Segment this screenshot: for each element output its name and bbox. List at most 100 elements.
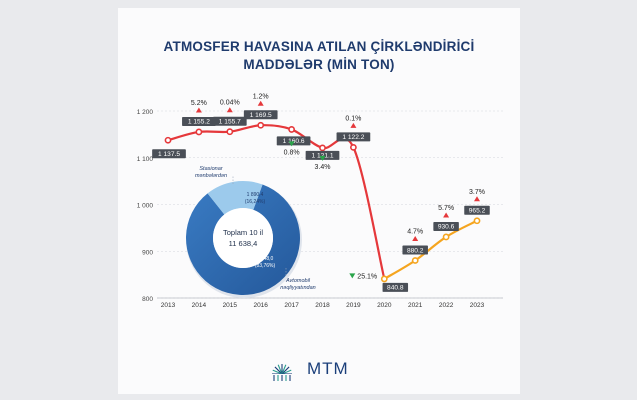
change-label: 0.04% bbox=[220, 100, 240, 107]
donut-slice-avtomobil bbox=[185, 184, 301, 295]
chart-title-line1: ATMOSFER HAVASINA ATILAN ÇİRKLƏNDİRİCİ bbox=[163, 39, 475, 54]
up-arrow-icon bbox=[474, 196, 480, 202]
y-tick-label: 800 bbox=[142, 296, 153, 303]
logo-ray bbox=[274, 366, 283, 375]
value-label: 880.2 bbox=[407, 247, 424, 254]
stasionar-label-line2: mənbələrdən bbox=[195, 173, 227, 179]
value-label: 1 122.2 bbox=[342, 134, 364, 141]
avtomobil-label-line1: Avtomobil bbox=[285, 278, 311, 284]
stasionar-share-label: (16,24%) bbox=[245, 199, 266, 205]
up-arrow-icon bbox=[443, 212, 450, 218]
donut-chart: Toplam 10 il 11 638,4 1 890,4(16,24%) 9 748… bbox=[185, 166, 316, 298]
data-point bbox=[257, 121, 265, 129]
logo-ray bbox=[281, 366, 290, 375]
data-point bbox=[164, 136, 172, 144]
donut-center-label: Toplam 10 il bbox=[223, 228, 263, 237]
up-arrow-icon bbox=[226, 107, 233, 113]
change-label: 3.7% bbox=[469, 189, 485, 196]
data-points bbox=[164, 121, 481, 283]
value-label: 1 155.7 bbox=[219, 119, 241, 126]
data-point bbox=[195, 128, 203, 136]
chart-title: ATMOSFER HAVASINA ATILAN ÇİRKLƏNDİRİCİ M… bbox=[118, 38, 520, 74]
logo-ray bbox=[272, 369, 283, 375]
avtomobil-label-line2: nəqliyyatından bbox=[280, 285, 315, 291]
change-label: 0.1% bbox=[345, 115, 361, 122]
x-tick-label: 2021 bbox=[408, 302, 423, 309]
change-label: 0.8% bbox=[284, 149, 300, 156]
down-arrow-icon bbox=[349, 273, 356, 279]
donut-hole bbox=[213, 208, 273, 268]
logo-ray bbox=[281, 369, 292, 375]
y-tick-label: 1 100 bbox=[137, 156, 154, 163]
x-tick-label: 2019 bbox=[346, 302, 361, 309]
up-arrow-icon bbox=[195, 107, 202, 113]
up-arrow-icon bbox=[257, 100, 264, 106]
mtm-logo-icon bbox=[272, 364, 292, 382]
value-label: 965.2 bbox=[469, 208, 486, 215]
value-label-box bbox=[433, 221, 459, 231]
data-point bbox=[380, 275, 388, 283]
x-tick-label: 2013 bbox=[161, 302, 176, 309]
series-line-2013-2020 bbox=[166, 124, 386, 281]
donut-center-value: 11 638,4 bbox=[229, 239, 258, 248]
change-label: 4.7% bbox=[407, 229, 423, 236]
change-label: 3.4% bbox=[315, 164, 331, 171]
data-point bbox=[473, 217, 481, 225]
value-label-box bbox=[464, 205, 490, 215]
x-tick-label: 2015 bbox=[223, 302, 238, 309]
x-tick-label: 2018 bbox=[315, 302, 330, 309]
up-arrow-icon bbox=[412, 236, 419, 242]
value-label-box bbox=[305, 150, 340, 160]
value-label-box bbox=[276, 136, 311, 146]
x-tick-label: 2023 bbox=[470, 302, 485, 309]
value-label-box bbox=[182, 116, 216, 126]
down-arrow-icon bbox=[288, 141, 295, 147]
chart-title-line2: MADDƏLƏR (MİN TON) bbox=[243, 57, 395, 72]
x-tick-label: 2020 bbox=[377, 302, 392, 309]
card-background bbox=[118, 8, 520, 394]
value-label: 1 169.5 bbox=[250, 112, 272, 119]
value-label-box bbox=[382, 282, 409, 292]
change-label: 5.7% bbox=[438, 205, 454, 212]
value-label-box bbox=[212, 116, 247, 126]
data-point bbox=[319, 144, 326, 152]
series-line-2020-2023 bbox=[383, 219, 479, 281]
data-point bbox=[411, 257, 419, 264]
change-label: 1.2% bbox=[253, 93, 269, 100]
series-lines bbox=[166, 124, 479, 281]
data-point bbox=[288, 126, 295, 133]
value-label-box bbox=[243, 110, 278, 120]
logo-ray bbox=[277, 364, 283, 375]
data-point bbox=[442, 233, 450, 241]
stasionar-label-line1: Stasionar bbox=[199, 166, 223, 172]
donut-slice-stasionar bbox=[207, 181, 263, 215]
value-label-box bbox=[402, 245, 428, 255]
up-arrow-icon bbox=[350, 122, 357, 128]
value-label: 1 155.2 bbox=[188, 119, 210, 126]
stasionar-value-label: 1 890,4 bbox=[247, 192, 264, 198]
value-label-box bbox=[152, 149, 186, 159]
y-axis-ticks: 800 900 1 000 1 100 1 200 bbox=[137, 109, 154, 303]
logo-ray bbox=[281, 364, 287, 375]
avtomobil-value-label: 9 748,0 bbox=[257, 256, 274, 262]
value-label: 1 137.5 bbox=[158, 151, 180, 158]
change-label: 5.2% bbox=[191, 100, 207, 107]
value-label-box bbox=[336, 132, 371, 142]
x-tick-label: 2017 bbox=[284, 302, 299, 309]
value-label: 840.8 bbox=[387, 285, 404, 292]
x-tick-label: 2022 bbox=[439, 302, 454, 309]
y-tick-label: 1 200 bbox=[137, 109, 154, 116]
y-tick-label: 900 bbox=[142, 249, 153, 256]
change-label: 25.1% bbox=[357, 273, 377, 280]
avtomobil-share-label: (83,76%) bbox=[255, 263, 276, 269]
value-label: 930.6 bbox=[438, 224, 455, 231]
x-tick-label: 2016 bbox=[253, 302, 268, 309]
data-labels: 1 137.5 1 155.2 5.2% 1 155.7 0.04% 1 169.5 1.2… bbox=[152, 93, 490, 292]
x-axis-ticks: 2013 2014 2015 2016 2017 2018 2019 2020 2021 2022… bbox=[161, 302, 485, 309]
y-tick-label: 1 000 bbox=[137, 203, 154, 210]
logo-text: MTM bbox=[307, 359, 349, 378]
down-arrow-icon bbox=[319, 155, 326, 161]
data-point bbox=[349, 143, 357, 151]
data-point bbox=[226, 128, 234, 136]
